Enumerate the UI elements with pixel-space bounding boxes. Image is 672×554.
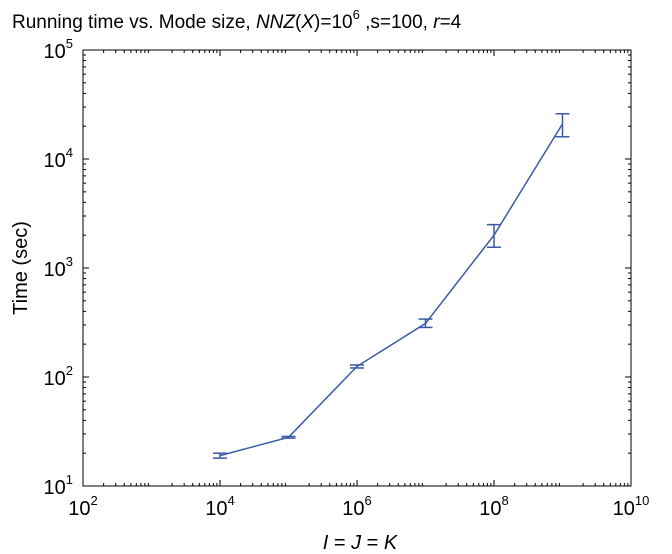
series-group: [213, 113, 570, 459]
x-tick-label: 1010: [613, 493, 650, 520]
title-prefix: Running time vs. Mode size,: [12, 12, 256, 33]
title-r-var: r: [433, 12, 440, 33]
y-tick-label: 103: [44, 254, 73, 281]
y-tick-label: 104: [44, 145, 73, 172]
series-line: [219, 123, 564, 457]
x-tick-label: 108: [479, 493, 508, 520]
title-nnz-exp: 6: [353, 7, 360, 22]
title-nnz-eq: =10: [320, 12, 352, 33]
x-axis-label: I = J = K: [323, 532, 399, 554]
y-axis-ticks: 101 102 103 104 105: [44, 36, 631, 499]
title-r-eq: =4: [440, 12, 462, 33]
x-axis-ticks: 102 104 106 108 1010: [68, 50, 649, 520]
plot-frame: [82, 49, 632, 487]
x-label-k: K: [384, 532, 399, 554]
x-tick-label: 102: [68, 493, 97, 520]
chart-title: Running time vs. Mode size, NNZ(X)=106 ,…: [12, 7, 462, 33]
title-nnz-var: X: [300, 12, 315, 33]
title-s-part: ,s=100,: [360, 12, 433, 33]
title-nnz-label: NNZ: [256, 12, 296, 33]
y-axis-label: Time (sec): [10, 221, 32, 315]
y-tick-label: 105: [44, 36, 73, 63]
x-tick-label: 104: [205, 493, 234, 520]
y-tick-label: 101: [44, 472, 73, 499]
x-label-eq1: =: [328, 532, 351, 554]
title-nnz-open: (: [295, 12, 302, 33]
x-tick-label: 106: [342, 493, 371, 520]
title-nnz-close: ): [314, 12, 320, 33]
y-tick-label: 102: [44, 363, 73, 390]
x-label-eq2: =: [361, 532, 384, 554]
x-label-i: I: [323, 532, 329, 554]
x-label-j: J: [350, 532, 362, 554]
